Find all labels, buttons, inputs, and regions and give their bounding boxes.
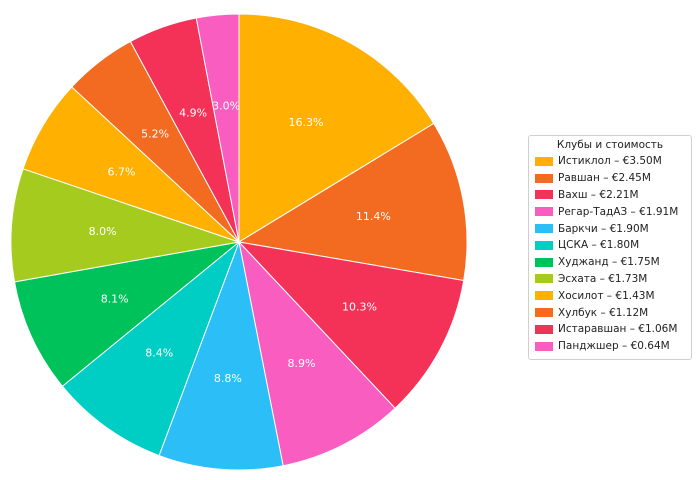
slice-pct-label-2: 11.4%	[356, 210, 391, 223]
legend-item-1: Истиклол – €3.50M	[535, 153, 685, 170]
legend-label: Истиклол – €3.50M	[558, 155, 662, 168]
pie-slice-6	[61, 240, 241, 457]
pie-slice-7	[13, 241, 241, 387]
legend-label: Баркчи – €1.90M	[558, 222, 649, 235]
pie-slice-1	[238, 13, 435, 243]
legend-item-2: Равшан – €2.45M	[535, 170, 685, 187]
slice-pct-label-12: 3.0%	[212, 99, 240, 112]
legend-swatch	[535, 224, 553, 234]
legend-label: Панджшер – €0.64M	[558, 340, 670, 353]
legend-swatch	[535, 240, 553, 250]
legend-swatch	[535, 156, 553, 166]
legend: Клубы и стоимость Истиклол – €3.50M Равша…	[528, 135, 692, 360]
legend-swatch	[535, 274, 553, 284]
legend-item-7: Худжанд – €1.75M	[535, 254, 685, 271]
legend-swatch	[535, 324, 553, 334]
legend-swatch	[535, 341, 553, 351]
slice-pct-label-4: 8.9%	[288, 357, 316, 370]
legend-swatch	[535, 207, 553, 217]
legend-label: Истаравшан – €1.06M	[558, 323, 678, 336]
legend-swatch	[535, 190, 553, 200]
pie-slice-5	[158, 240, 284, 471]
legend-swatch	[535, 257, 553, 267]
legend-item-5: Баркчи – €1.90M	[535, 220, 685, 237]
legend-swatch	[535, 291, 553, 301]
slice-pct-label-1: 16.3%	[289, 116, 324, 129]
slice-pct-label-5: 8.8%	[214, 372, 242, 385]
legend-item-11: Истаравшан – €1.06M	[535, 321, 685, 338]
pie-slice-2	[237, 122, 468, 282]
legend-item-10: Хулбук – €1.12M	[535, 304, 685, 321]
slice-pct-label-3: 10.3%	[342, 300, 377, 313]
slice-pct-label-8: 8.0%	[89, 225, 117, 238]
legend-label: Вахш – €2.21M	[558, 188, 639, 201]
pie-slice-4	[238, 240, 396, 467]
legend-item-12: Панджшер – €0.64M	[535, 338, 685, 355]
slice-pct-label-10: 5.2%	[141, 127, 169, 140]
legend-label: Равшан – €2.45M	[558, 172, 651, 185]
legend-label: Регар-ТадАЗ – €1.91M	[558, 205, 679, 218]
legend-label: Худжанд – €1.75M	[558, 256, 660, 269]
legend-label: ЦСКА – €1.80M	[558, 239, 640, 252]
legend-item-8: Эсхата – €1.73M	[535, 271, 685, 288]
slice-pct-label-11: 4.9%	[179, 107, 207, 120]
legend-label: Хосилот – €1.43M	[558, 289, 655, 302]
legend-label: Эсхата – €1.73M	[558, 272, 648, 285]
slice-pct-label-6: 8.4%	[145, 347, 173, 360]
legend-title: Клубы и стоимость	[556, 139, 664, 151]
legend-item-6: ЦСКА – €1.80M	[535, 237, 685, 254]
slice-pct-label-9: 6.7%	[107, 165, 135, 178]
pie-slice-3	[237, 241, 465, 409]
slice-pct-label-7: 8.1%	[101, 293, 129, 306]
legend-item-4: Регар-ТадАЗ – €1.91M	[535, 203, 685, 220]
pie-slice-8	[10, 168, 240, 283]
legend-swatch	[535, 308, 553, 318]
legend-item-9: Хосилот – €1.43M	[535, 287, 685, 304]
legend-item-3: Вахш – €2.21M	[535, 187, 685, 204]
legend-swatch	[535, 173, 553, 183]
legend-label: Хулбук – €1.12M	[558, 306, 649, 319]
pie-slice-12	[195, 13, 240, 243]
